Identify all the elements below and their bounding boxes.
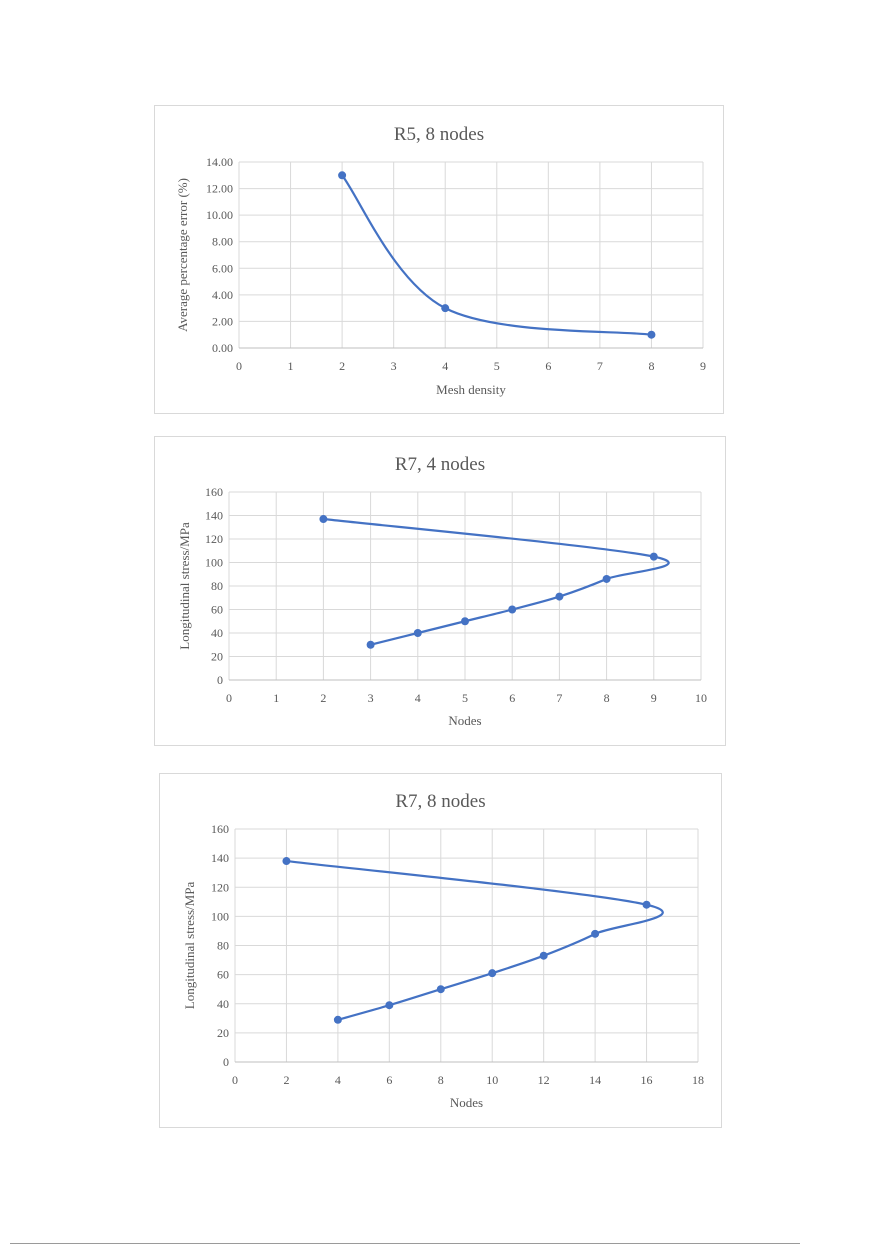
data-point — [338, 171, 347, 180]
data-point — [385, 1001, 394, 1010]
x-tick-label: 3 — [368, 691, 374, 705]
y-tick-label: 100 — [211, 909, 229, 923]
data-point — [642, 900, 651, 909]
data-point — [539, 951, 548, 960]
data-point — [436, 985, 445, 994]
y-tick-label: 20 — [211, 650, 223, 664]
x-tick-label: 8 — [438, 1073, 444, 1087]
x-tick-label: 0 — [236, 359, 242, 373]
x-tick-label: 4 — [442, 359, 448, 373]
data-point — [555, 592, 564, 601]
y-tick-label: 0.00 — [212, 341, 233, 355]
x-tick-label: 18 — [692, 1073, 704, 1087]
data-point — [649, 552, 658, 561]
x-tick-label: 4 — [335, 1073, 341, 1087]
y-tick-label: 60 — [217, 968, 229, 982]
data-point — [282, 857, 291, 866]
x-tick-label: 2 — [320, 691, 326, 705]
x-axis-label: Nodes — [450, 1095, 483, 1110]
y-tick-label: 140 — [211, 851, 229, 865]
x-tick-label: 12 — [538, 1073, 550, 1087]
y-tick-label: 10.00 — [206, 208, 233, 222]
x-tick-label: 2 — [339, 359, 345, 373]
y-tick-label: 2.00 — [212, 314, 233, 328]
y-tick-label: 6.00 — [212, 261, 233, 275]
x-tick-label: 6 — [509, 691, 515, 705]
y-axis-label: Longitudinal stress/MPa — [177, 522, 192, 650]
data-point — [602, 574, 611, 583]
chart-svg: R7, 8 nodes 0 20 40 60 80 100 120 140 160 0 2 4 6 8 10 1… — [182, 791, 704, 1110]
x-tick-label: 7 — [597, 359, 603, 373]
data-point — [366, 640, 375, 649]
x-tick-label: 6 — [386, 1073, 392, 1087]
y-tick-label: 140 — [205, 509, 223, 523]
x-tick-label: 5 — [462, 691, 468, 705]
data-point — [461, 617, 469, 626]
chart-r7-4-nodes: R7, 4 nodes 0 20 40 60 80 100 120 140 160 0 1 2 3 4 5 6 7… — [154, 436, 726, 746]
x-tick-label: 9 — [651, 691, 657, 705]
y-tick-label: 0 — [217, 673, 223, 687]
chart-title: R7, 8 nodes — [395, 791, 485, 812]
y-tick-label: 100 — [205, 556, 223, 570]
x-tick-label: 4 — [415, 691, 421, 705]
y-tick-label: 80 — [211, 579, 223, 593]
y-tick-label: 120 — [211, 880, 229, 894]
y-tick-label: 20 — [217, 1026, 229, 1040]
y-tick-label: 120 — [205, 532, 223, 546]
y-tick-label: 14.00 — [206, 155, 233, 169]
chart-r7-8-nodes: R7, 8 nodes 0 20 40 60 80 100 120 140 160 0 2 4 6 8 10 1… — [159, 773, 722, 1128]
x-tick-label: 10 — [486, 1073, 498, 1087]
x-tick-label: 0 — [232, 1073, 238, 1087]
y-tick-label: 40 — [211, 626, 223, 640]
x-tick-label: 6 — [545, 359, 551, 373]
x-axis-label: Nodes — [448, 713, 481, 728]
chart-svg: R7, 4 nodes 0 20 40 60 80 100 120 140 160 0 1 2 3 4 5 6 7… — [177, 454, 707, 728]
data-point — [441, 304, 450, 313]
x-tick-label: 7 — [556, 691, 562, 705]
y-tick-label: 60 — [211, 603, 223, 617]
data-point — [488, 969, 497, 978]
y-axis-label: Average percentage error (%) — [175, 178, 190, 332]
x-tick-label: 14 — [589, 1073, 601, 1087]
y-tick-label: 80 — [217, 939, 229, 953]
x-tick-label: 16 — [641, 1073, 653, 1087]
y-tick-label: 160 — [211, 822, 229, 836]
data-point — [591, 929, 600, 938]
x-tick-label: 9 — [700, 359, 706, 373]
x-tick-label: 10 — [695, 691, 707, 705]
x-tick-label: 3 — [391, 359, 397, 373]
y-tick-label: 0 — [223, 1055, 229, 1069]
y-tick-label: 160 — [205, 485, 223, 499]
data-point — [508, 605, 517, 614]
chart-svg: R5, 8 nodes 0.00 2.00 4.00 6.00 8.00 10.00 12.0… — [175, 124, 706, 397]
chart-r5-8-nodes: R5, 8 nodes 0.00 2.00 4.00 6.00 8.00 10.00 12.0… — [154, 105, 724, 414]
chart-title: R5, 8 nodes — [394, 124, 484, 145]
x-tick-label: 2 — [283, 1073, 289, 1087]
x-axis-label: Mesh density — [436, 382, 506, 397]
chart-title: R7, 4 nodes — [395, 454, 485, 475]
series-line — [286, 859, 664, 1021]
data-point — [413, 629, 422, 637]
y-tick-label: 12.00 — [206, 182, 233, 196]
y-axis-label: Longitudinal stress/MPa — [182, 882, 197, 1010]
data-point — [319, 515, 328, 524]
y-tick-label: 4.00 — [212, 288, 233, 302]
series-line — [323, 517, 670, 646]
y-tick-label: 40 — [217, 997, 229, 1011]
x-tick-label: 5 — [494, 359, 500, 373]
x-tick-label: 0 — [226, 691, 232, 705]
y-tick-label: 8.00 — [212, 235, 233, 249]
x-tick-label: 1 — [288, 359, 294, 373]
data-point — [647, 330, 656, 339]
x-tick-label: 8 — [604, 691, 610, 705]
x-tick-label: 8 — [648, 359, 654, 373]
page-footer-rule — [10, 1243, 800, 1244]
x-tick-label: 1 — [273, 691, 279, 705]
data-point — [333, 1015, 342, 1024]
